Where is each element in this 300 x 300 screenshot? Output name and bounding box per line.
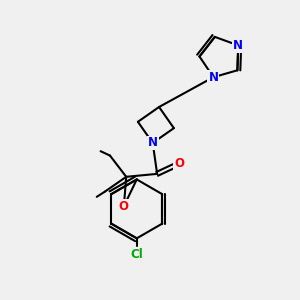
Text: O: O	[174, 157, 184, 170]
Text: Cl: Cl	[130, 248, 143, 261]
Text: N: N	[148, 136, 158, 149]
Text: O: O	[119, 200, 129, 213]
Text: N: N	[208, 71, 218, 84]
Text: N: N	[233, 39, 243, 52]
